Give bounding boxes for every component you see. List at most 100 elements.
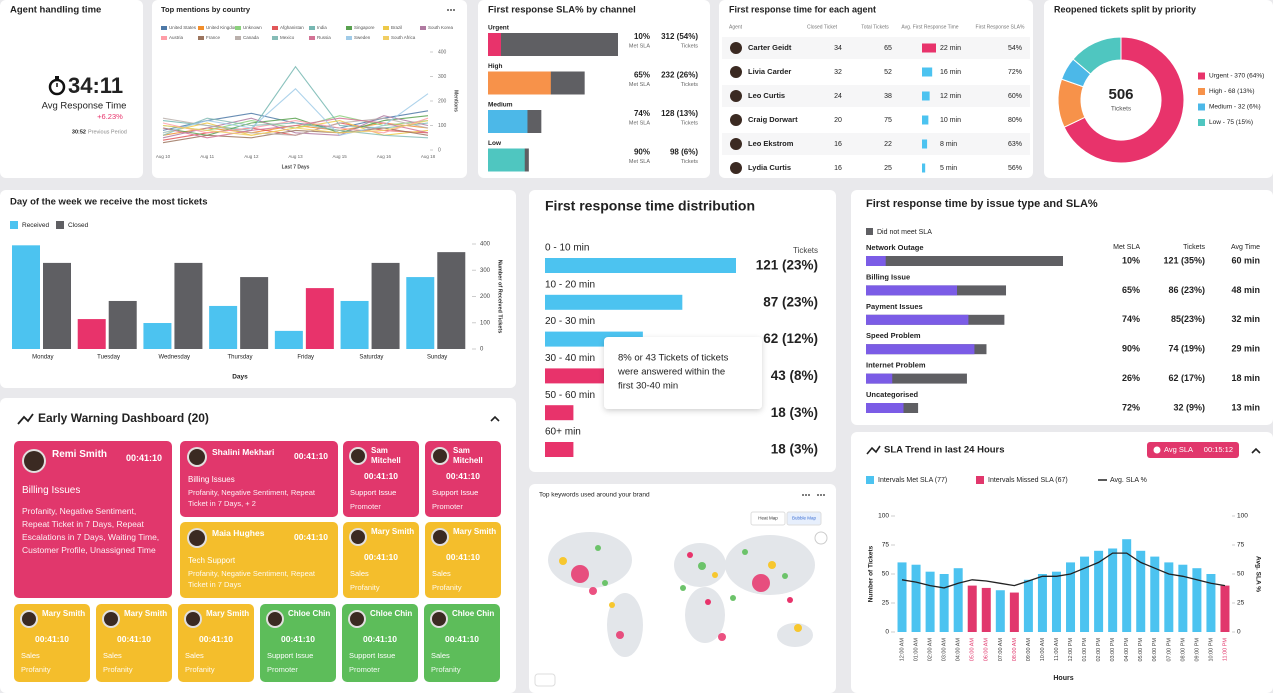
keyword-bubble[interactable] bbox=[602, 580, 608, 586]
y2-tick-label: 0 bbox=[1237, 629, 1241, 636]
range-label: 10 - 20 min bbox=[545, 279, 595, 290]
keyword-bubble[interactable] bbox=[609, 602, 615, 608]
wait-time: 00:41:10 bbox=[116, 634, 152, 644]
legend-label: Did not meet SLA bbox=[877, 229, 932, 236]
bar bbox=[866, 256, 1063, 266]
wait-time: 00:41:10 bbox=[445, 552, 481, 562]
toggle-label[interactable]: Bubble Map bbox=[792, 516, 817, 521]
keyword-bubble[interactable] bbox=[768, 561, 776, 569]
badge-icon bbox=[1153, 446, 1161, 454]
bar bbox=[922, 91, 930, 101]
x-tick-label: Aug 12 bbox=[244, 154, 259, 159]
bar bbox=[1164, 562, 1174, 632]
keyword-bubble[interactable] bbox=[687, 552, 693, 558]
toggle-label[interactable]: Heat Map bbox=[758, 516, 778, 521]
range-label: 0 - 10 min bbox=[545, 243, 589, 254]
zoom-control[interactable] bbox=[534, 673, 556, 687]
cell: 16 min bbox=[940, 69, 961, 76]
x-tick-label: 06:00 PM bbox=[1152, 638, 1158, 662]
avatar bbox=[730, 90, 742, 102]
warning-card[interactable]: Sam Mitchell 00:41:10 Support Issue Promote… bbox=[425, 441, 501, 517]
warning-card[interactable]: Mary Smith 00:41:10 Sales Profanity bbox=[178, 604, 254, 682]
keyword-bubble[interactable] bbox=[742, 549, 748, 555]
row-bg bbox=[722, 37, 1030, 59]
keyword-bubble[interactable] bbox=[559, 557, 567, 565]
keyword-bubble[interactable] bbox=[752, 574, 770, 592]
warning-card[interactable]: Mary Smith 00:41:10 Sales Profanity bbox=[343, 522, 419, 598]
keyword-bubble[interactable] bbox=[794, 624, 802, 632]
issue-type: Billing Issues bbox=[188, 475, 235, 484]
legend-swatch bbox=[420, 26, 426, 30]
collapse-chevron[interactable] bbox=[490, 415, 500, 422]
warning-card[interactable]: Maia Hughes 00:41:10 Tech Support Profanity… bbox=[180, 522, 338, 598]
avatar bbox=[20, 610, 38, 628]
panel-title: First response time by issue type and SL… bbox=[866, 198, 1098, 210]
met-caption: Met SLA bbox=[629, 120, 650, 126]
legend-swatch bbox=[198, 26, 204, 30]
keyword-bubble[interactable] bbox=[782, 573, 788, 579]
panel bbox=[851, 190, 1273, 425]
met-value: 74% bbox=[634, 109, 650, 118]
legend-swatch bbox=[272, 36, 278, 40]
tags: Profanity, Negative Sentiment, Repeat Ti… bbox=[188, 488, 316, 508]
keyword-bubble[interactable] bbox=[616, 631, 624, 639]
agent-name: Lydia Curtis bbox=[748, 163, 791, 172]
panel-title: First response SLA% by channel bbox=[488, 5, 636, 16]
bar bbox=[12, 245, 40, 349]
avg-time: 48 min bbox=[1231, 285, 1260, 295]
continent bbox=[548, 532, 632, 588]
keyword-bubble[interactable] bbox=[730, 595, 736, 601]
keyword-bubble[interactable] bbox=[680, 585, 686, 591]
bar bbox=[866, 373, 967, 384]
cell: 16 bbox=[834, 165, 842, 172]
bar bbox=[995, 590, 1005, 632]
keyword-bubble[interactable] bbox=[571, 565, 589, 583]
avatar bbox=[730, 66, 742, 78]
y-tick-label: 0 bbox=[885, 629, 889, 636]
icon bbox=[808, 494, 810, 496]
warning-card[interactable]: Chloe Chin 00:41:10 Support Issue Promoter bbox=[342, 604, 418, 682]
legend-label: Intervals Met SLA (77) bbox=[878, 477, 947, 484]
bar bbox=[545, 294, 683, 310]
x-tick-label: Aug 10 bbox=[156, 154, 171, 159]
donut-slice bbox=[1072, 36, 1122, 75]
bar bbox=[1220, 585, 1230, 632]
warning-card[interactable]: Remi Smith 00:41:10 Billing Issues Profanit… bbox=[14, 441, 172, 598]
x-tick-label: Thursday bbox=[227, 355, 252, 361]
bar-met bbox=[866, 403, 904, 413]
y-tick-label: 100 bbox=[480, 320, 491, 326]
warning-card[interactable]: Mary Smith 00:41:10 Sales Profanity bbox=[14, 604, 90, 682]
warning-card[interactable]: Mary Smith 00:41:10 Sales Profanity bbox=[96, 604, 172, 682]
warning-card[interactable]: Mary Smith 00:41:10 Sales Profanity bbox=[425, 522, 501, 598]
cell: 75 bbox=[884, 117, 892, 124]
avg-time: 29 min bbox=[1231, 344, 1260, 354]
bar bbox=[77, 319, 106, 349]
customer-name: Chloe Chin bbox=[288, 609, 331, 618]
keyword-bubble[interactable] bbox=[787, 597, 793, 603]
warning-card[interactable]: Sam Mitchell 00:41:10 Support Issue Promote… bbox=[343, 441, 419, 517]
keyword-bubble[interactable] bbox=[718, 633, 726, 641]
kpi-label: Avg Response Time bbox=[42, 101, 127, 112]
collapse-chevron[interactable] bbox=[1251, 447, 1261, 454]
continent bbox=[685, 587, 725, 643]
bar-met bbox=[866, 344, 975, 355]
avatar bbox=[730, 42, 742, 54]
legend-label: Mexico bbox=[280, 35, 295, 40]
avatar bbox=[431, 528, 449, 546]
keyword-bubble[interactable] bbox=[698, 562, 706, 570]
warning-card[interactable]: Chloe Chin 00:41:10 Sales Profanity bbox=[424, 604, 500, 682]
panel-title: Top keywords used around your brand bbox=[539, 492, 650, 499]
keyword-bubble[interactable] bbox=[705, 599, 711, 605]
warning-card[interactable]: Shalini Mekhari 00:41:10 Billing Issues Pro… bbox=[180, 441, 338, 517]
x-tick-label: 09:00 PM bbox=[1194, 638, 1200, 662]
bar bbox=[371, 262, 400, 349]
warning-card[interactable]: Chloe Chin 00:41:10 Support Issue Promoter bbox=[260, 604, 336, 682]
tooltip-text: 8% or 43 Tickets of tickets bbox=[618, 353, 729, 364]
column-header: Closed Ticket bbox=[807, 24, 838, 30]
keyword-bubble[interactable] bbox=[712, 572, 718, 578]
keyword-bubble[interactable] bbox=[589, 587, 597, 595]
badge-value: 00:15:12 bbox=[1204, 445, 1233, 454]
zoom-control[interactable] bbox=[814, 531, 828, 545]
bar bbox=[922, 67, 933, 77]
keyword-bubble[interactable] bbox=[595, 545, 601, 551]
